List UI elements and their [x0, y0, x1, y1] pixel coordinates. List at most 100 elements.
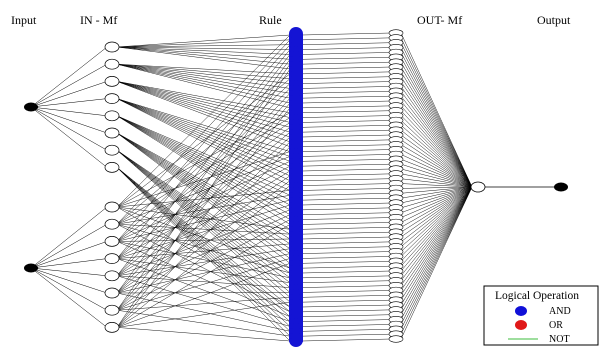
outmf-output-edge	[400, 186, 473, 296]
mf-rule-edge	[116, 223, 291, 235]
mf-rule-edge	[116, 243, 291, 259]
output-mf-node	[470, 181, 486, 193]
mf-rule-edge	[116, 81, 291, 143]
in-mf-node	[104, 201, 120, 213]
outmf-output-edge	[400, 81, 473, 188]
rule-outmf-edge	[301, 290, 392, 293]
mf-rule-edge	[116, 241, 291, 279]
mf-rule-edge	[116, 115, 291, 196]
rule-outmf-edge	[301, 66, 392, 70]
outmf-output-edge	[400, 186, 473, 199]
rule-node	[289, 245, 303, 252]
mf-rule-edge	[116, 167, 291, 332]
mf-rule-edge	[116, 150, 291, 279]
mf-rule-edge	[116, 63, 291, 109]
input-mf-edge	[30, 106, 108, 134]
mf-rule-edge	[116, 132, 291, 240]
outmf-output-edge	[400, 186, 473, 204]
outmf-output-edge	[400, 186, 473, 301]
input-mf-edge	[30, 98, 108, 108]
input-mf-edge	[30, 106, 108, 117]
outmf-output-edge	[400, 149, 473, 188]
rule-outmf-edge	[301, 42, 392, 45]
rule-node	[289, 36, 303, 44]
rule-node	[289, 177, 303, 184]
in-mf-node	[104, 144, 120, 156]
mf-rule-edge	[116, 292, 291, 332]
rule-outmf-edge	[301, 207, 392, 211]
rule-outmf-edge	[301, 246, 392, 249]
rule-outmf-edge	[301, 110, 392, 113]
mf-rule-edge	[116, 54, 291, 276]
mf-rule-edge	[116, 34, 291, 208]
mf-rule-edge	[116, 141, 291, 311]
rule-node	[289, 318, 303, 325]
legend-marker-or	[515, 320, 527, 330]
rule-outmf-edge	[301, 193, 392, 196]
outmf-output-edge	[400, 57, 473, 188]
outmf-output-edge	[400, 186, 473, 262]
in-mf-node	[104, 127, 120, 139]
rule-outmf-edge	[301, 261, 392, 264]
rule-node	[289, 308, 303, 316]
mf-rule-edge	[116, 206, 291, 308]
rule-node	[289, 80, 303, 87]
rule-node	[289, 313, 303, 320]
mf-rule-edge	[116, 224, 291, 328]
mf-rule-edge	[116, 167, 291, 342]
in-mf-node	[104, 162, 120, 173]
rule-outmf-edge	[301, 105, 392, 109]
rule-node	[289, 85, 303, 92]
rule-node	[289, 328, 303, 335]
mf-rule-edge	[116, 263, 291, 328]
in-mf-node	[104, 218, 120, 230]
rule-outmf-edge	[301, 134, 392, 138]
mf-rule-edge	[116, 185, 291, 328]
mf-rule-edge	[116, 81, 291, 147]
header-rule: Rule	[259, 13, 282, 27]
rule-outmf-edge	[301, 304, 392, 308]
mf-rule-edge	[116, 301, 291, 328]
rule-node	[289, 264, 303, 272]
outmf-output-edge	[400, 86, 473, 188]
mf-rule-edge	[116, 44, 291, 242]
rule-outmf-edge	[301, 251, 392, 254]
mf-rule-edge	[116, 167, 291, 337]
mf-rule-edge	[116, 93, 291, 276]
rule-node	[289, 196, 303, 204]
mf-rule-edge	[116, 150, 291, 274]
mf-rule-edge	[116, 161, 291, 242]
in-mf-node	[104, 93, 120, 104]
outmf-output-edge	[400, 186, 473, 272]
mf-rule-edge	[116, 165, 291, 259]
mf-rule-edge	[116, 39, 291, 225]
mf-rule-edge	[116, 115, 291, 201]
input-mf-edge	[30, 46, 108, 108]
mf-rule-edge	[116, 131, 291, 276]
in-mf-node	[104, 236, 120, 247]
rule-outmf-edge	[301, 144, 392, 147]
mf-rule-edge	[116, 46, 291, 55]
rule-outmf-edge	[301, 270, 392, 274]
mf-rule-edge	[116, 115, 291, 191]
mf-rule-edge	[116, 73, 291, 208]
input-mf-edge	[30, 206, 108, 269]
mf-rule-edge	[116, 127, 291, 259]
rule-outmf-edge	[301, 159, 392, 162]
outmf-output-edge	[400, 186, 473, 189]
mf-rule-edge	[116, 68, 291, 328]
rule-node	[289, 128, 303, 136]
mf-rule-edge	[116, 78, 291, 225]
outmf-output-edge	[400, 115, 473, 188]
rule-outmf-edge	[301, 61, 392, 65]
mf-rule-edge	[116, 132, 291, 249]
rule-node	[289, 148, 303, 155]
outmf-output-edge	[400, 186, 473, 194]
outmf-output-edge	[400, 163, 473, 188]
in-mf-node	[104, 270, 120, 282]
rule-outmf-edge	[301, 265, 392, 269]
outmf-output-edge	[400, 62, 473, 188]
mf-rule-edge	[116, 107, 291, 328]
outmf-output-edge	[400, 186, 473, 315]
